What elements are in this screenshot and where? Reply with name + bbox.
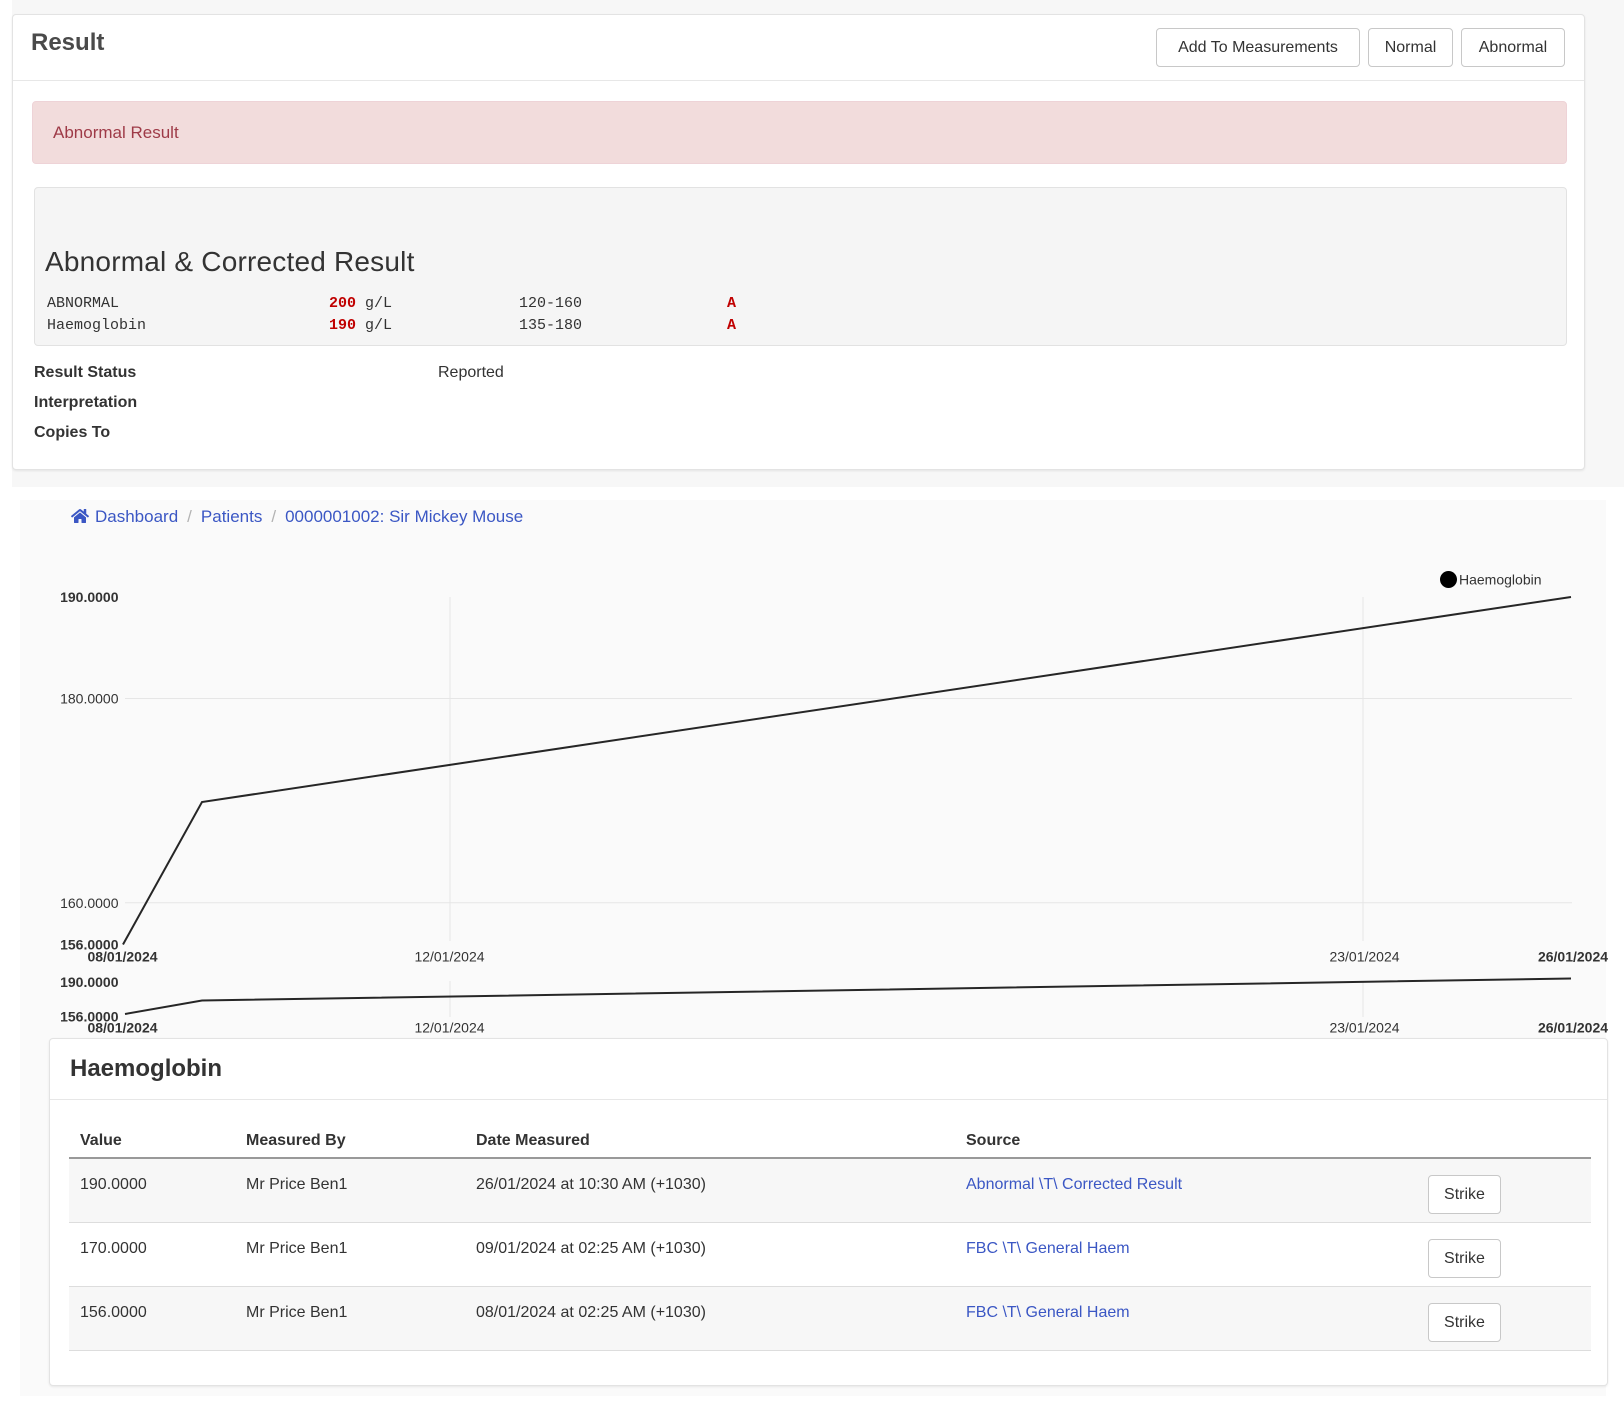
- svg-text:08/01/2024: 08/01/2024: [87, 1020, 157, 1036]
- svg-text:190.0000: 190.0000: [60, 589, 119, 605]
- svg-text:26/01/2024: 26/01/2024: [1538, 1020, 1608, 1036]
- svg-text:12/01/2024: 12/01/2024: [414, 949, 484, 965]
- svg-text:26/01/2024: 26/01/2024: [1538, 949, 1608, 965]
- svg-text:156.0000: 156.0000: [60, 937, 119, 953]
- svg-text:23/01/2024: 23/01/2024: [1329, 1020, 1399, 1036]
- svg-text:Haemoglobin: Haemoglobin: [1459, 572, 1542, 588]
- svg-text:23/01/2024: 23/01/2024: [1329, 949, 1399, 965]
- svg-text:180.0000: 180.0000: [60, 691, 119, 707]
- svg-text:08/01/2024: 08/01/2024: [87, 949, 157, 965]
- svg-text:160.0000: 160.0000: [60, 895, 119, 911]
- svg-text:156.0000: 156.0000: [60, 1009, 119, 1025]
- svg-text:12/01/2024: 12/01/2024: [414, 1020, 484, 1036]
- svg-text:190.0000: 190.0000: [60, 974, 119, 990]
